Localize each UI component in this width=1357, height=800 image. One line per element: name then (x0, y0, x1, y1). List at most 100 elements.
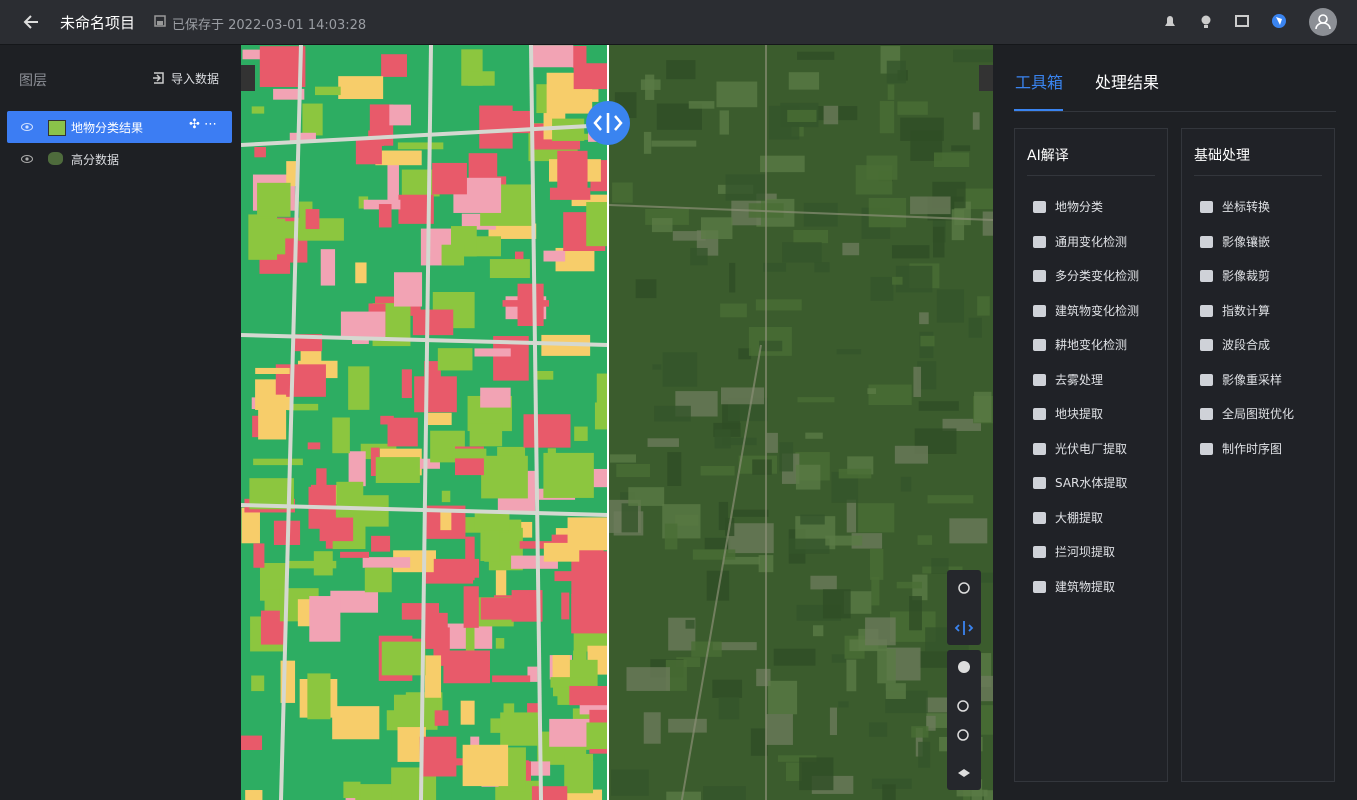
land-patch (307, 673, 331, 720)
terrain-patch (788, 72, 820, 90)
tool-item[interactable]: 全局图斑优化 (1200, 405, 1294, 422)
land-patch (586, 722, 608, 749)
land-patch (554, 571, 596, 582)
tool-item[interactable]: 地块提取 (1033, 405, 1103, 422)
tool-item[interactable]: SAR水体提取 (1033, 474, 1127, 491)
terrain-patch (892, 276, 903, 285)
tool-item[interactable]: 建筑物提取 (1033, 578, 1115, 595)
terrain-patch (870, 276, 894, 301)
land-patch (580, 575, 608, 614)
land-patch (467, 71, 495, 86)
tool-label: 建筑物变化检测 (1055, 303, 1140, 318)
map-view[interactable] (241, 45, 993, 800)
terrain-patch (635, 279, 657, 299)
tool-item[interactable]: 多分类变化检测 (1033, 267, 1139, 284)
road (241, 333, 609, 347)
tool-icon (1200, 442, 1213, 455)
land-patch (381, 641, 426, 676)
tool-item[interactable]: 制作时序图 (1200, 440, 1282, 457)
layer-actions[interactable]: ✣ ⋯ (189, 117, 218, 132)
tool-icon (1033, 339, 1046, 351)
tool-item[interactable]: 拦河坝提取 (1033, 543, 1115, 560)
terrain-patch (700, 217, 733, 240)
tool-label: 多分类变化检测 (1055, 269, 1140, 283)
map-features (241, 45, 993, 800)
tab[interactable]: 处理结果 (1095, 73, 1160, 92)
road (241, 123, 609, 147)
land-patch (254, 218, 286, 255)
land-patch (412, 309, 454, 336)
import-button[interactable]: 导入数据 (171, 72, 220, 86)
land-patch (348, 366, 370, 410)
terrain-patch (972, 112, 980, 130)
terrain-patch (956, 789, 988, 797)
tool-label: 耕地变化检测 (1055, 338, 1128, 352)
land-patch (286, 161, 297, 187)
tool-item[interactable]: 建筑物变化检测 (1033, 302, 1139, 319)
terrain-patch (651, 140, 697, 147)
terrain-patch (643, 712, 661, 744)
tool-item[interactable]: 光伏电厂提取 (1033, 440, 1127, 457)
land-patch (352, 337, 369, 345)
back-button[interactable] (22, 12, 42, 32)
tool-item[interactable]: 去雾处理 (1033, 371, 1103, 388)
terrain-patch (685, 619, 695, 629)
terrain-patch (896, 581, 923, 589)
tool-item[interactable]: 影像裁剪 (1200, 267, 1270, 284)
tool-icon (1200, 373, 1213, 386)
terrain-patch (662, 352, 698, 387)
land-patch (557, 150, 588, 192)
terrain-patch (917, 535, 933, 545)
terrain-patch (768, 680, 798, 715)
user-avatar[interactable] (1308, 7, 1338, 37)
layer-name: 高分数据 (71, 153, 120, 167)
tool-item[interactable]: 波段合成 (1200, 336, 1270, 353)
map-toolbar[interactable] (947, 570, 981, 790)
collapse-right[interactable] (979, 65, 993, 91)
land-patch (507, 747, 526, 792)
collapse-left[interactable] (241, 65, 255, 91)
tool-item[interactable]: 耕地变化检测 (1033, 336, 1127, 353)
header: 未命名项目 已保存于 2022-03-01 14:03:28 (0, 0, 1357, 45)
layer-row-selected[interactable]: 地物分类结果 ✣ ⋯ (7, 111, 232, 143)
terrain-patch (797, 51, 835, 60)
tool-item[interactable]: 通用变化检测 (1033, 233, 1127, 250)
layer-name: 地物分类结果 (71, 121, 144, 135)
terrain-patch (868, 197, 907, 228)
land-patch (307, 442, 321, 450)
land-patch (313, 551, 333, 576)
tab-active[interactable]: 工具箱 (1015, 73, 1064, 92)
land-patch (338, 76, 384, 100)
visibility-icon[interactable] (21, 122, 33, 132)
tool-item[interactable]: 大棚提取 (1033, 509, 1103, 526)
land-patch (340, 311, 386, 339)
terrain-patch (666, 60, 696, 80)
tool-label: 制作时序图 (1222, 441, 1283, 456)
land-patch (375, 457, 420, 483)
terrain-patch (825, 535, 863, 546)
visibility-icon[interactable] (21, 154, 33, 164)
layer-row[interactable]: 高分数据 (7, 143, 232, 175)
terrain-patch (785, 762, 802, 781)
land-patch (594, 402, 608, 430)
terrain-patch (932, 226, 945, 258)
terrain-patch (760, 155, 805, 173)
tool-item[interactable]: 影像镶嵌 (1200, 233, 1270, 250)
tool-icon (1033, 235, 1046, 248)
tool-label: 通用变化检测 (1055, 234, 1128, 249)
tool-item[interactable]: 影像重采样 (1200, 371, 1282, 388)
tool-item[interactable]: 指数计算 (1200, 302, 1270, 319)
terrain-patch (666, 791, 702, 800)
terrain-patch (777, 755, 817, 762)
tool-item[interactable]: 坐标转换 (1200, 198, 1270, 215)
terrain-patch (651, 218, 673, 233)
header-icons[interactable] (1160, 12, 1290, 32)
terrain-patch (868, 384, 912, 405)
terrain-patch (654, 405, 691, 422)
terrain-patch (846, 659, 857, 692)
tool-item[interactable]: 地物分类 (1033, 198, 1103, 215)
land-patch (253, 543, 265, 568)
tool-label: 光伏电厂提取 (1055, 441, 1128, 456)
land-patch (552, 655, 570, 684)
land-patch (259, 46, 306, 87)
